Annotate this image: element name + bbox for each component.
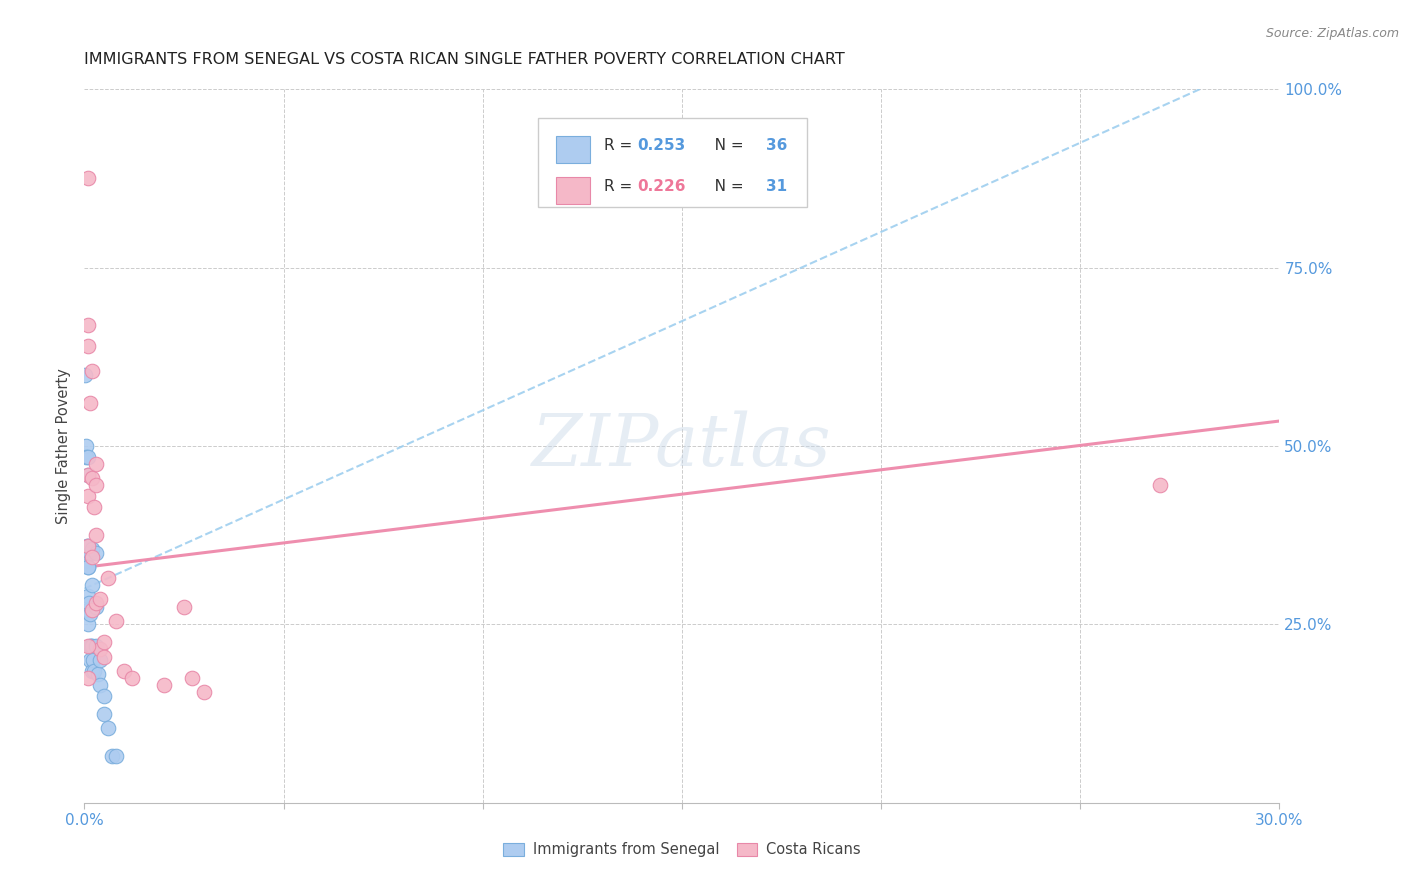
Point bbox=[86, 457, 108, 471]
FancyBboxPatch shape bbox=[557, 177, 591, 204]
Point bbox=[181, 671, 204, 685]
Point bbox=[105, 749, 128, 764]
Point bbox=[97, 721, 120, 735]
Point bbox=[79, 639, 101, 653]
Point bbox=[77, 339, 100, 353]
Point bbox=[76, 546, 98, 560]
Point bbox=[121, 671, 143, 685]
Point bbox=[193, 685, 215, 699]
Point bbox=[105, 614, 128, 628]
Text: 31: 31 bbox=[766, 179, 787, 194]
Text: IMMIGRANTS FROM SENEGAL VS COSTA RICAN SINGLE FATHER POVERTY CORRELATION CHART: IMMIGRANTS FROM SENEGAL VS COSTA RICAN S… bbox=[84, 52, 845, 67]
Legend: Immigrants from Senegal, Costa Ricans: Immigrants from Senegal, Costa Ricans bbox=[498, 837, 866, 863]
Text: 36: 36 bbox=[766, 138, 787, 153]
Point bbox=[77, 596, 100, 610]
Point bbox=[89, 592, 111, 607]
Point bbox=[93, 689, 115, 703]
Point bbox=[77, 603, 100, 617]
Point bbox=[77, 467, 100, 482]
Text: R =: R = bbox=[605, 138, 637, 153]
Point bbox=[79, 653, 101, 667]
Point bbox=[82, 603, 104, 617]
Point bbox=[86, 478, 108, 492]
Point bbox=[93, 706, 115, 721]
Point bbox=[76, 539, 98, 553]
Point bbox=[112, 664, 135, 678]
Point bbox=[82, 364, 104, 378]
Point bbox=[97, 571, 120, 585]
Point bbox=[77, 671, 100, 685]
Point bbox=[80, 664, 103, 678]
Point bbox=[77, 539, 100, 553]
Point bbox=[77, 318, 100, 332]
Point bbox=[86, 639, 108, 653]
Point bbox=[153, 678, 176, 692]
Point bbox=[101, 749, 124, 764]
Point bbox=[75, 439, 97, 453]
Point bbox=[173, 599, 195, 614]
Point bbox=[86, 546, 108, 560]
Point bbox=[93, 635, 115, 649]
Point bbox=[77, 589, 100, 603]
Point bbox=[77, 171, 100, 186]
Point bbox=[82, 653, 104, 667]
Text: N =: N = bbox=[700, 138, 748, 153]
Point bbox=[82, 542, 104, 557]
Point bbox=[83, 500, 105, 514]
Point bbox=[77, 467, 100, 482]
Point bbox=[89, 678, 111, 692]
Point bbox=[77, 450, 100, 464]
Point bbox=[89, 653, 111, 667]
Point bbox=[75, 368, 97, 382]
Point bbox=[75, 450, 97, 464]
Point bbox=[89, 642, 111, 657]
Point bbox=[86, 596, 108, 610]
Text: 0.226: 0.226 bbox=[638, 179, 686, 194]
Text: Source: ZipAtlas.com: Source: ZipAtlas.com bbox=[1265, 27, 1399, 40]
Point bbox=[83, 664, 105, 678]
Point bbox=[82, 578, 104, 592]
Point bbox=[86, 599, 108, 614]
Point bbox=[77, 617, 100, 632]
Point bbox=[79, 607, 101, 621]
Point bbox=[77, 560, 100, 574]
Point bbox=[79, 546, 101, 560]
Point bbox=[77, 539, 100, 553]
FancyBboxPatch shape bbox=[538, 118, 807, 207]
Point bbox=[86, 528, 108, 542]
Text: R =: R = bbox=[605, 179, 637, 194]
Point bbox=[76, 560, 98, 574]
Point bbox=[1149, 478, 1171, 492]
FancyBboxPatch shape bbox=[557, 136, 591, 162]
Point bbox=[77, 639, 100, 653]
Y-axis label: Single Father Poverty: Single Father Poverty bbox=[56, 368, 72, 524]
Point bbox=[82, 639, 104, 653]
Point bbox=[82, 471, 104, 485]
Point bbox=[80, 639, 103, 653]
Point bbox=[77, 489, 100, 503]
Point bbox=[79, 396, 101, 410]
Text: 0.253: 0.253 bbox=[638, 138, 686, 153]
Point bbox=[87, 667, 110, 681]
Text: N =: N = bbox=[700, 179, 748, 194]
Text: ZIPatlas: ZIPatlas bbox=[531, 410, 832, 482]
Point bbox=[82, 549, 104, 564]
Point bbox=[93, 649, 115, 664]
